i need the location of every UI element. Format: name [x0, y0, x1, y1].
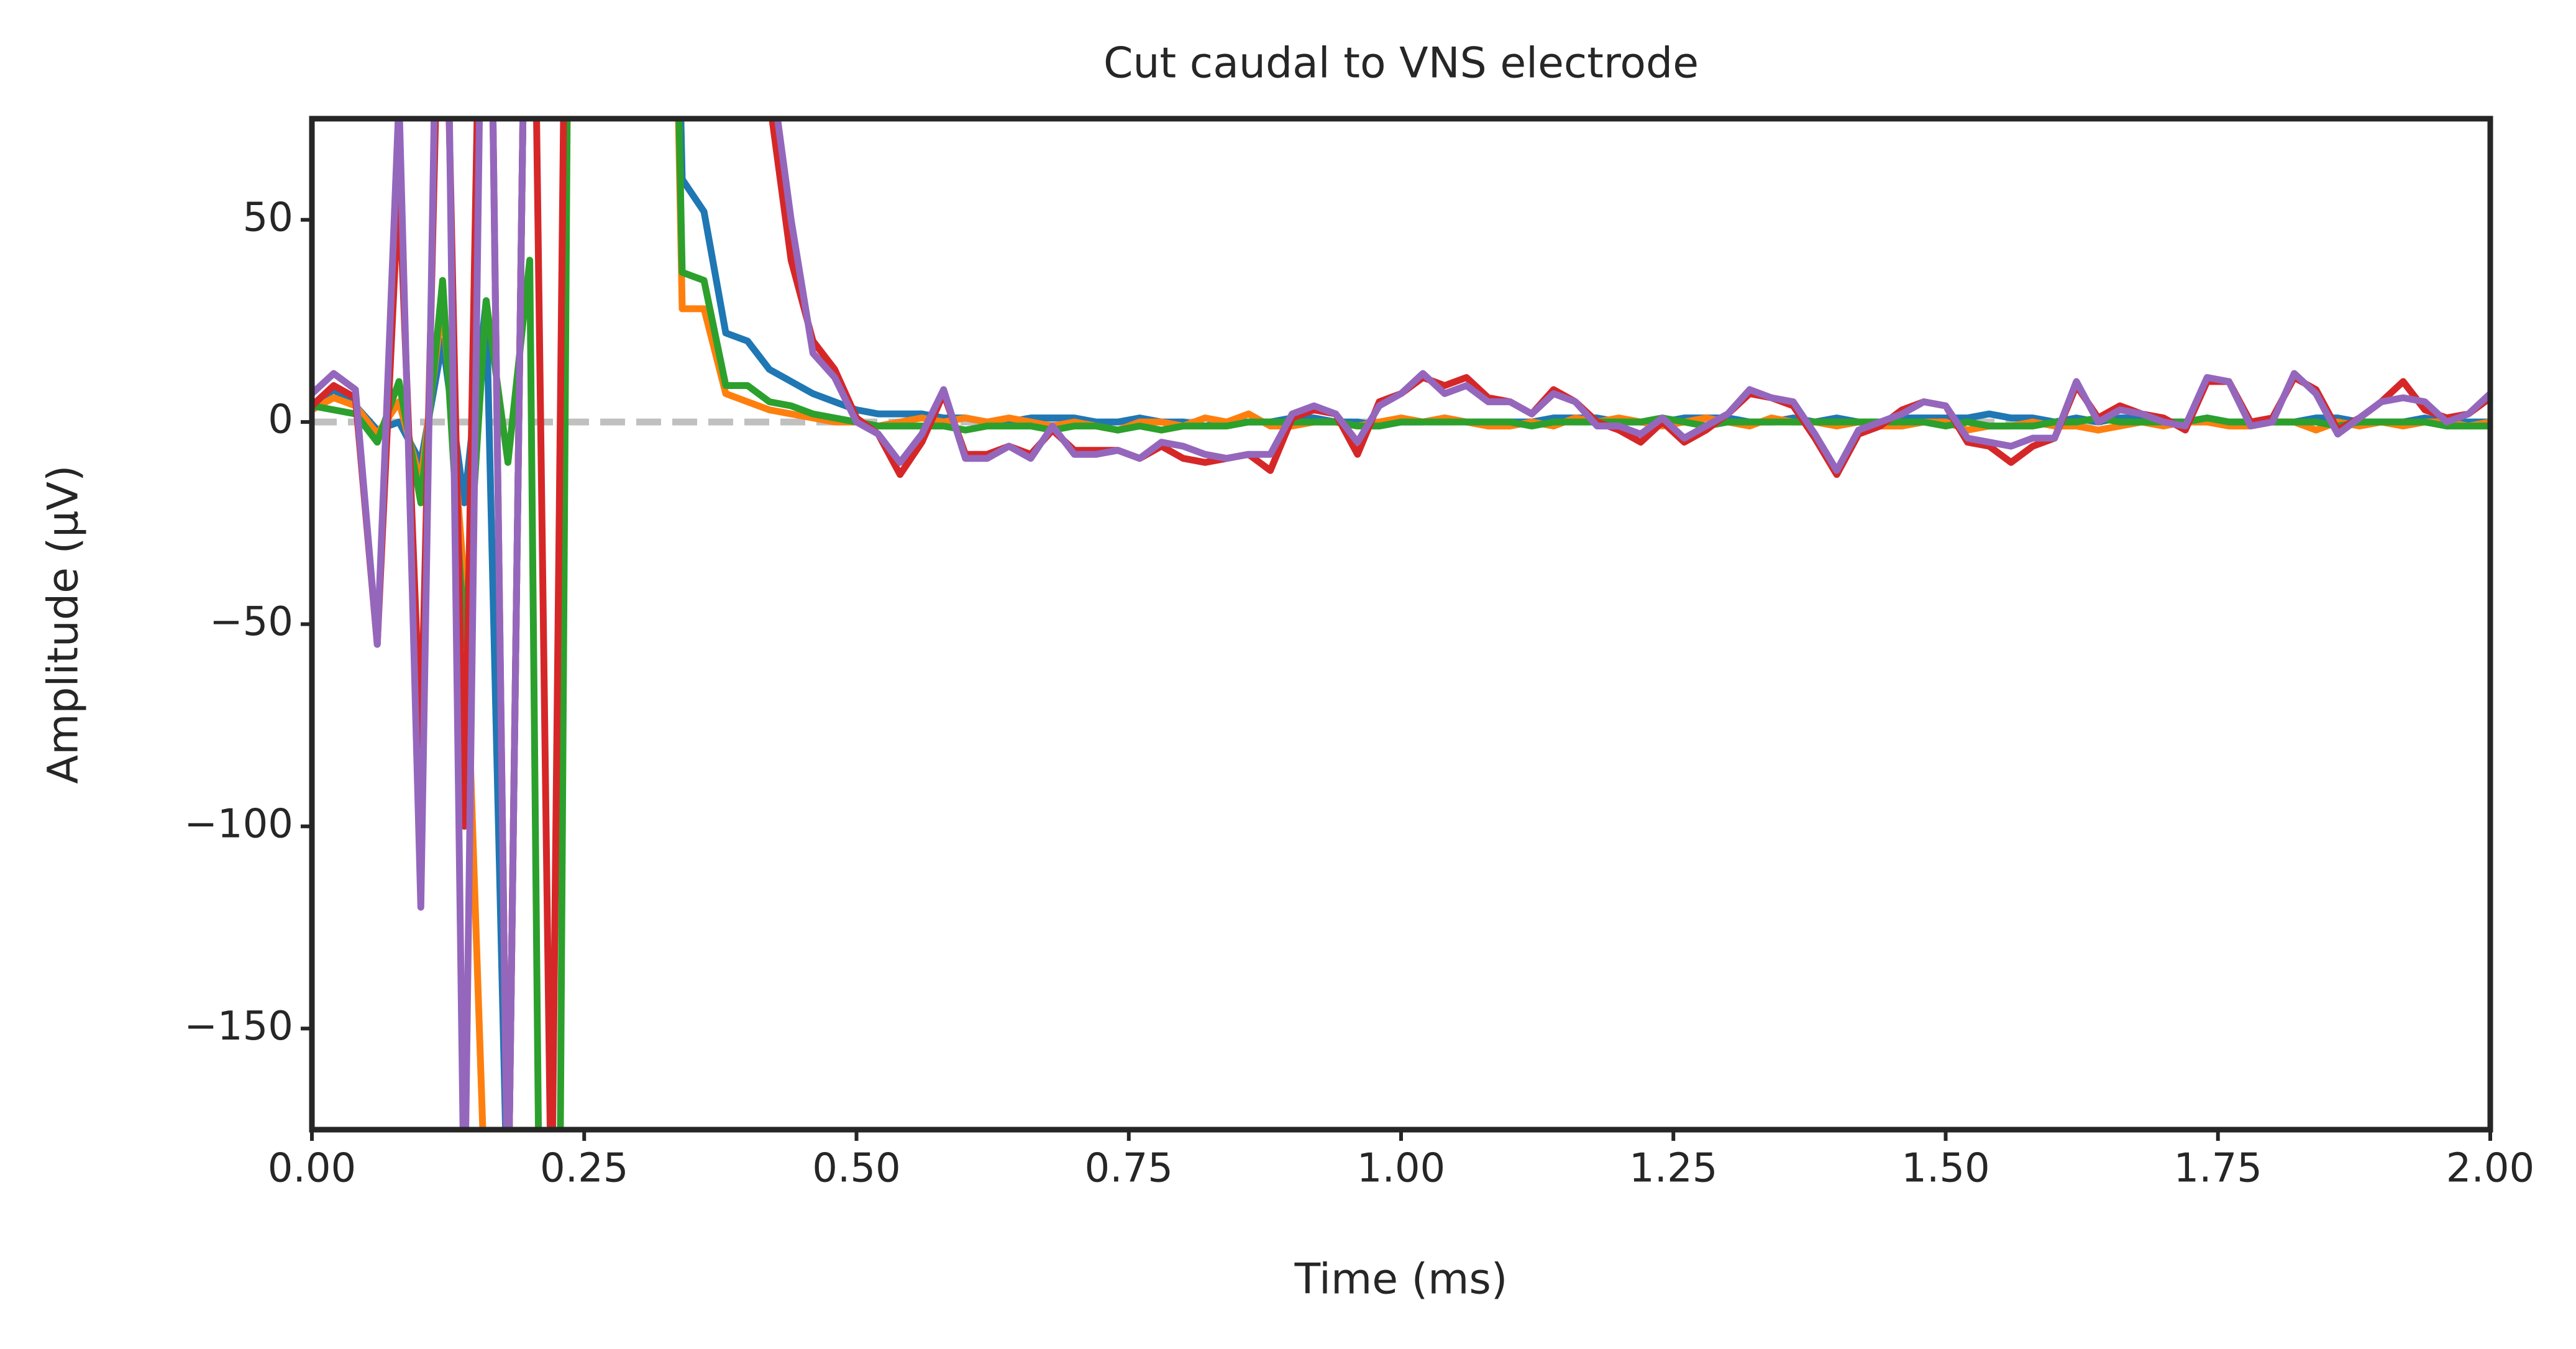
y-axis-label: Amplitude (μV) [39, 465, 88, 784]
series-line [312, 119, 2490, 1130]
y-tick-label: −100 [184, 801, 293, 847]
y-tick-label: −150 [184, 1004, 293, 1049]
series-line [312, 119, 2490, 1130]
x-tick-label: 0.25 [540, 1146, 629, 1192]
series-line [312, 119, 2490, 1130]
x-tick-label: 1.00 [1357, 1146, 1446, 1192]
x-tick-label: 2.00 [2446, 1146, 2535, 1192]
y-tick-label: 0 [268, 397, 293, 443]
y-tick-label: 50 [243, 194, 293, 240]
x-tick-label: 1.75 [2174, 1146, 2263, 1192]
chart-title: Cut caudal to VNS electrode [1103, 39, 1699, 88]
x-tick-label: 0.50 [812, 1146, 901, 1192]
x-axis-label: Time (ms) [1294, 1255, 1508, 1304]
series-line [312, 119, 2490, 1130]
y-tick-label: −50 [209, 599, 293, 645]
series-line [312, 119, 2490, 1130]
x-tick-label: 1.25 [1629, 1146, 1718, 1192]
plot-area [312, 119, 2490, 1130]
x-tick-label: 0.75 [1085, 1146, 1174, 1192]
axes-frame [309, 116, 2493, 1133]
x-tick-label: 0.00 [268, 1146, 357, 1192]
x-tick-label: 1.50 [1901, 1146, 1990, 1192]
